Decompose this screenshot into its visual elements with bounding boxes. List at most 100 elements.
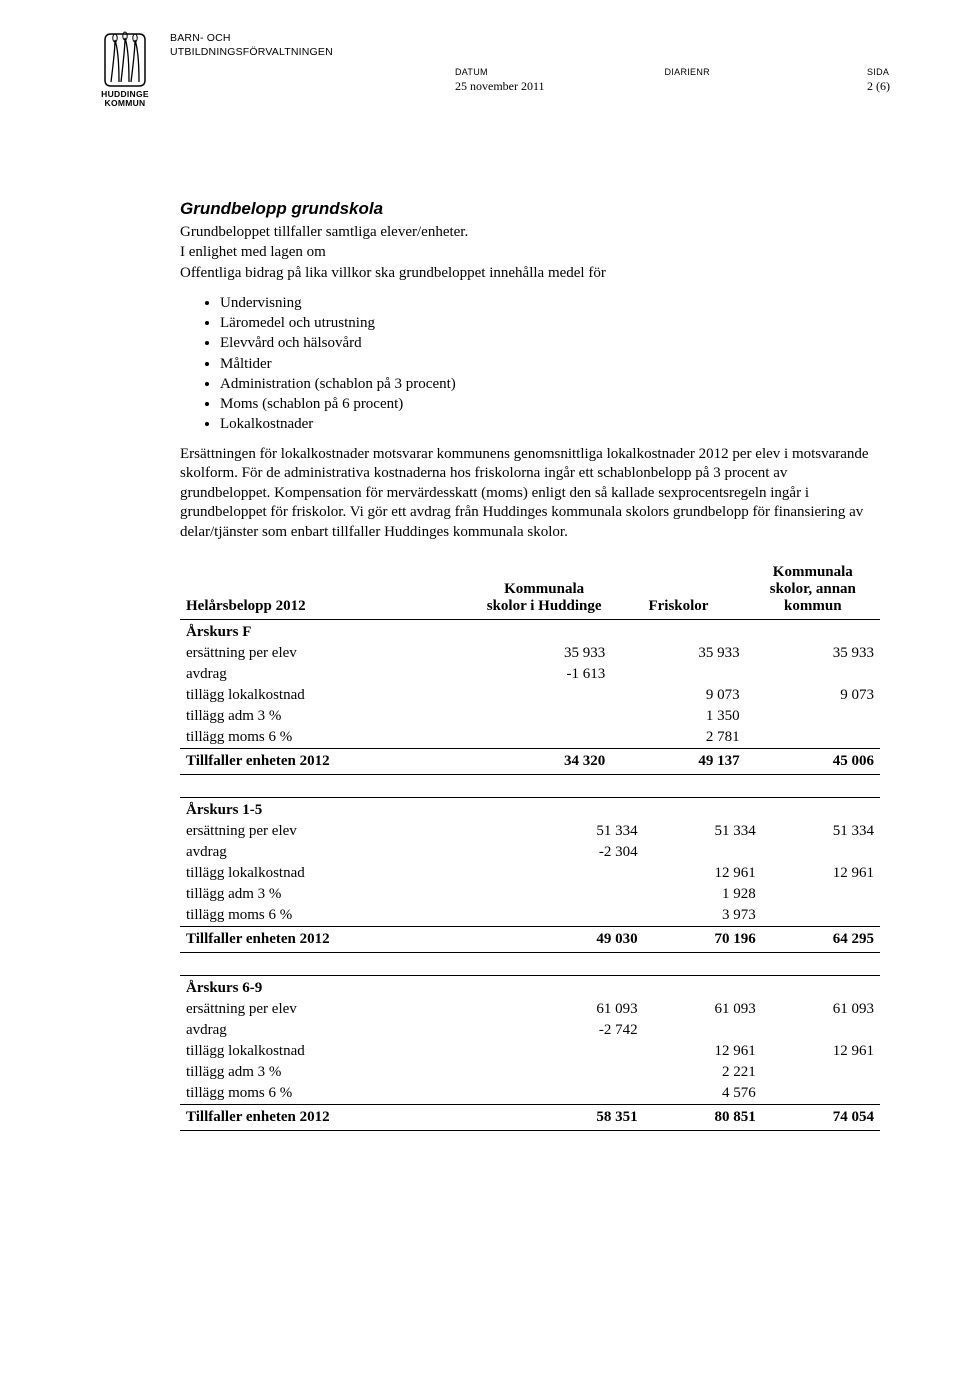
cell-value: 12 961 <box>644 1041 762 1062</box>
cell-value: 49 137 <box>611 749 745 775</box>
column-header: Helårsbelopp 2012 <box>180 560 477 620</box>
cell-value: 9 073 <box>611 685 745 706</box>
bullet-item: Lokalkostnader <box>220 414 880 434</box>
cell-value <box>525 905 643 927</box>
row-label: avdrag <box>180 664 477 685</box>
logo-line2: KOMMUN <box>105 98 146 108</box>
row-label: ersättning per elev <box>180 643 477 664</box>
dept-line2: UTBILDNINGSFÖRVALTNINGEN <box>170 46 333 58</box>
cell-value <box>525 1083 643 1105</box>
group-name: Årskurs 1-5 <box>180 798 880 822</box>
row-label: tillägg moms 6 % <box>180 727 477 749</box>
column-header: Kommunala skolor i Huddinge <box>477 560 611 620</box>
cell-value: 2 221 <box>644 1062 762 1083</box>
row-label: Tillfaller enheten 2012 <box>180 749 477 775</box>
cell-value: 1 928 <box>644 884 762 905</box>
group-name: Årskurs F <box>180 620 880 644</box>
cell-value: 61 093 <box>644 999 762 1020</box>
cell-value: 51 334 <box>762 821 880 842</box>
column-header: Kommunala skolor, annan kommun <box>746 560 880 620</box>
cell-value: -2 742 <box>525 1020 643 1041</box>
cell-value: 4 576 <box>644 1083 762 1105</box>
cell-value: 34 320 <box>477 749 611 775</box>
cell-value <box>525 863 643 884</box>
data-table: Årskurs 6-9ersättning per elev61 09361 0… <box>180 975 880 1131</box>
cell-value <box>644 842 762 863</box>
row-label: Tillfaller enheten 2012 <box>180 927 525 953</box>
cell-value: 35 933 <box>611 643 745 664</box>
bullet-item: Elevvård och hälsovård <box>220 333 880 353</box>
bullet-list: Undervisning Läromedel och utrustning El… <box>200 293 880 435</box>
logo-block: HUDDINGE KOMMUN <box>90 30 160 109</box>
meta-datum: DATUM 25 november 2011 <box>455 67 545 94</box>
row-label: ersättning per elev <box>180 999 525 1020</box>
cell-value <box>762 1020 880 1041</box>
cell-value <box>746 706 880 727</box>
cell-value <box>477 706 611 727</box>
cell-value: 9 073 <box>746 685 880 706</box>
tables-container: Helårsbelopp 2012Kommunala skolor i Hudd… <box>180 560 880 1131</box>
row-label: avdrag <box>180 1020 525 1041</box>
meta-diarienr: DIARIENR <box>665 67 710 94</box>
content-area: Grundbelopp grundskola Grundbeloppet til… <box>180 199 880 1132</box>
row-label: avdrag <box>180 842 525 863</box>
meta-sida: SIDA 2 (6) <box>867 67 890 94</box>
cell-value: 49 030 <box>525 927 643 953</box>
huddinge-logo-icon <box>101 30 149 88</box>
cell-value: 12 961 <box>644 863 762 884</box>
row-label: tillägg adm 3 % <box>180 884 525 905</box>
cell-value: 45 006 <box>746 749 880 775</box>
section-title: Grundbelopp grundskola <box>180 199 880 219</box>
intro-line-1: Grundbeloppet tillfaller samtliga elever… <box>180 223 880 242</box>
cell-value <box>762 1083 880 1105</box>
page-header: HUDDINGE KOMMUN BARN- OCH UTBILDNINGSFÖR… <box>90 30 890 109</box>
cell-value <box>762 905 880 927</box>
cell-value: 74 054 <box>762 1105 880 1131</box>
bullet-item: Moms (schablon på 6 procent) <box>220 394 880 414</box>
cell-value: 12 961 <box>762 1041 880 1062</box>
cell-value <box>644 1020 762 1041</box>
row-label: tillägg lokalkostnad <box>180 1041 525 1062</box>
cell-value: 51 334 <box>644 821 762 842</box>
cell-value <box>746 664 880 685</box>
cell-value: 61 093 <box>762 999 880 1020</box>
cell-value <box>762 1062 880 1083</box>
after-list-paragraph: Ersättningen för lokalkostnader motsvara… <box>180 445 880 543</box>
bullet-item: Läromedel och utrustning <box>220 313 880 333</box>
cell-value <box>762 842 880 863</box>
cell-value <box>477 727 611 749</box>
cell-value: 70 196 <box>644 927 762 953</box>
data-table: Helårsbelopp 2012Kommunala skolor i Hudd… <box>180 560 880 775</box>
cell-value: 35 933 <box>477 643 611 664</box>
bullet-item: Måltider <box>220 354 880 374</box>
cell-value: 35 933 <box>746 643 880 664</box>
cell-value <box>477 685 611 706</box>
row-label: tillägg moms 6 % <box>180 905 525 927</box>
cell-value: 1 350 <box>611 706 745 727</box>
cell-value: 12 961 <box>762 863 880 884</box>
row-label: tillägg lokalkostnad <box>180 685 477 706</box>
datum-value: 25 november 2011 <box>455 79 545 94</box>
column-header: Friskolor <box>611 560 745 620</box>
datum-label: DATUM <box>455 67 545 77</box>
intro-line-2: I enlighet med lagen om <box>180 243 880 262</box>
cell-value: 58 351 <box>525 1105 643 1131</box>
page: HUDDINGE KOMMUN BARN- OCH UTBILDNINGSFÖR… <box>0 0 960 1382</box>
cell-value: 80 851 <box>644 1105 762 1131</box>
row-label: ersättning per elev <box>180 821 525 842</box>
cell-value <box>611 664 745 685</box>
row-label: tillägg adm 3 % <box>180 1062 525 1083</box>
row-label: tillägg lokalkostnad <box>180 863 525 884</box>
row-label: Tillfaller enheten 2012 <box>180 1105 525 1131</box>
cell-value: -2 304 <box>525 842 643 863</box>
intro-line-3: Offentliga bidrag på lika villkor ska gr… <box>180 264 880 283</box>
dept-line1: BARN- OCH <box>170 32 231 44</box>
cell-value: 51 334 <box>525 821 643 842</box>
diarienr-label: DIARIENR <box>665 67 710 77</box>
cell-value <box>525 884 643 905</box>
bullet-item: Administration (schablon på 3 procent) <box>220 374 880 394</box>
cell-value: -1 613 <box>477 664 611 685</box>
cell-value <box>746 727 880 749</box>
meta-row: DATUM 25 november 2011 DIARIENR SIDA 2 (… <box>455 67 890 94</box>
cell-value <box>525 1062 643 1083</box>
